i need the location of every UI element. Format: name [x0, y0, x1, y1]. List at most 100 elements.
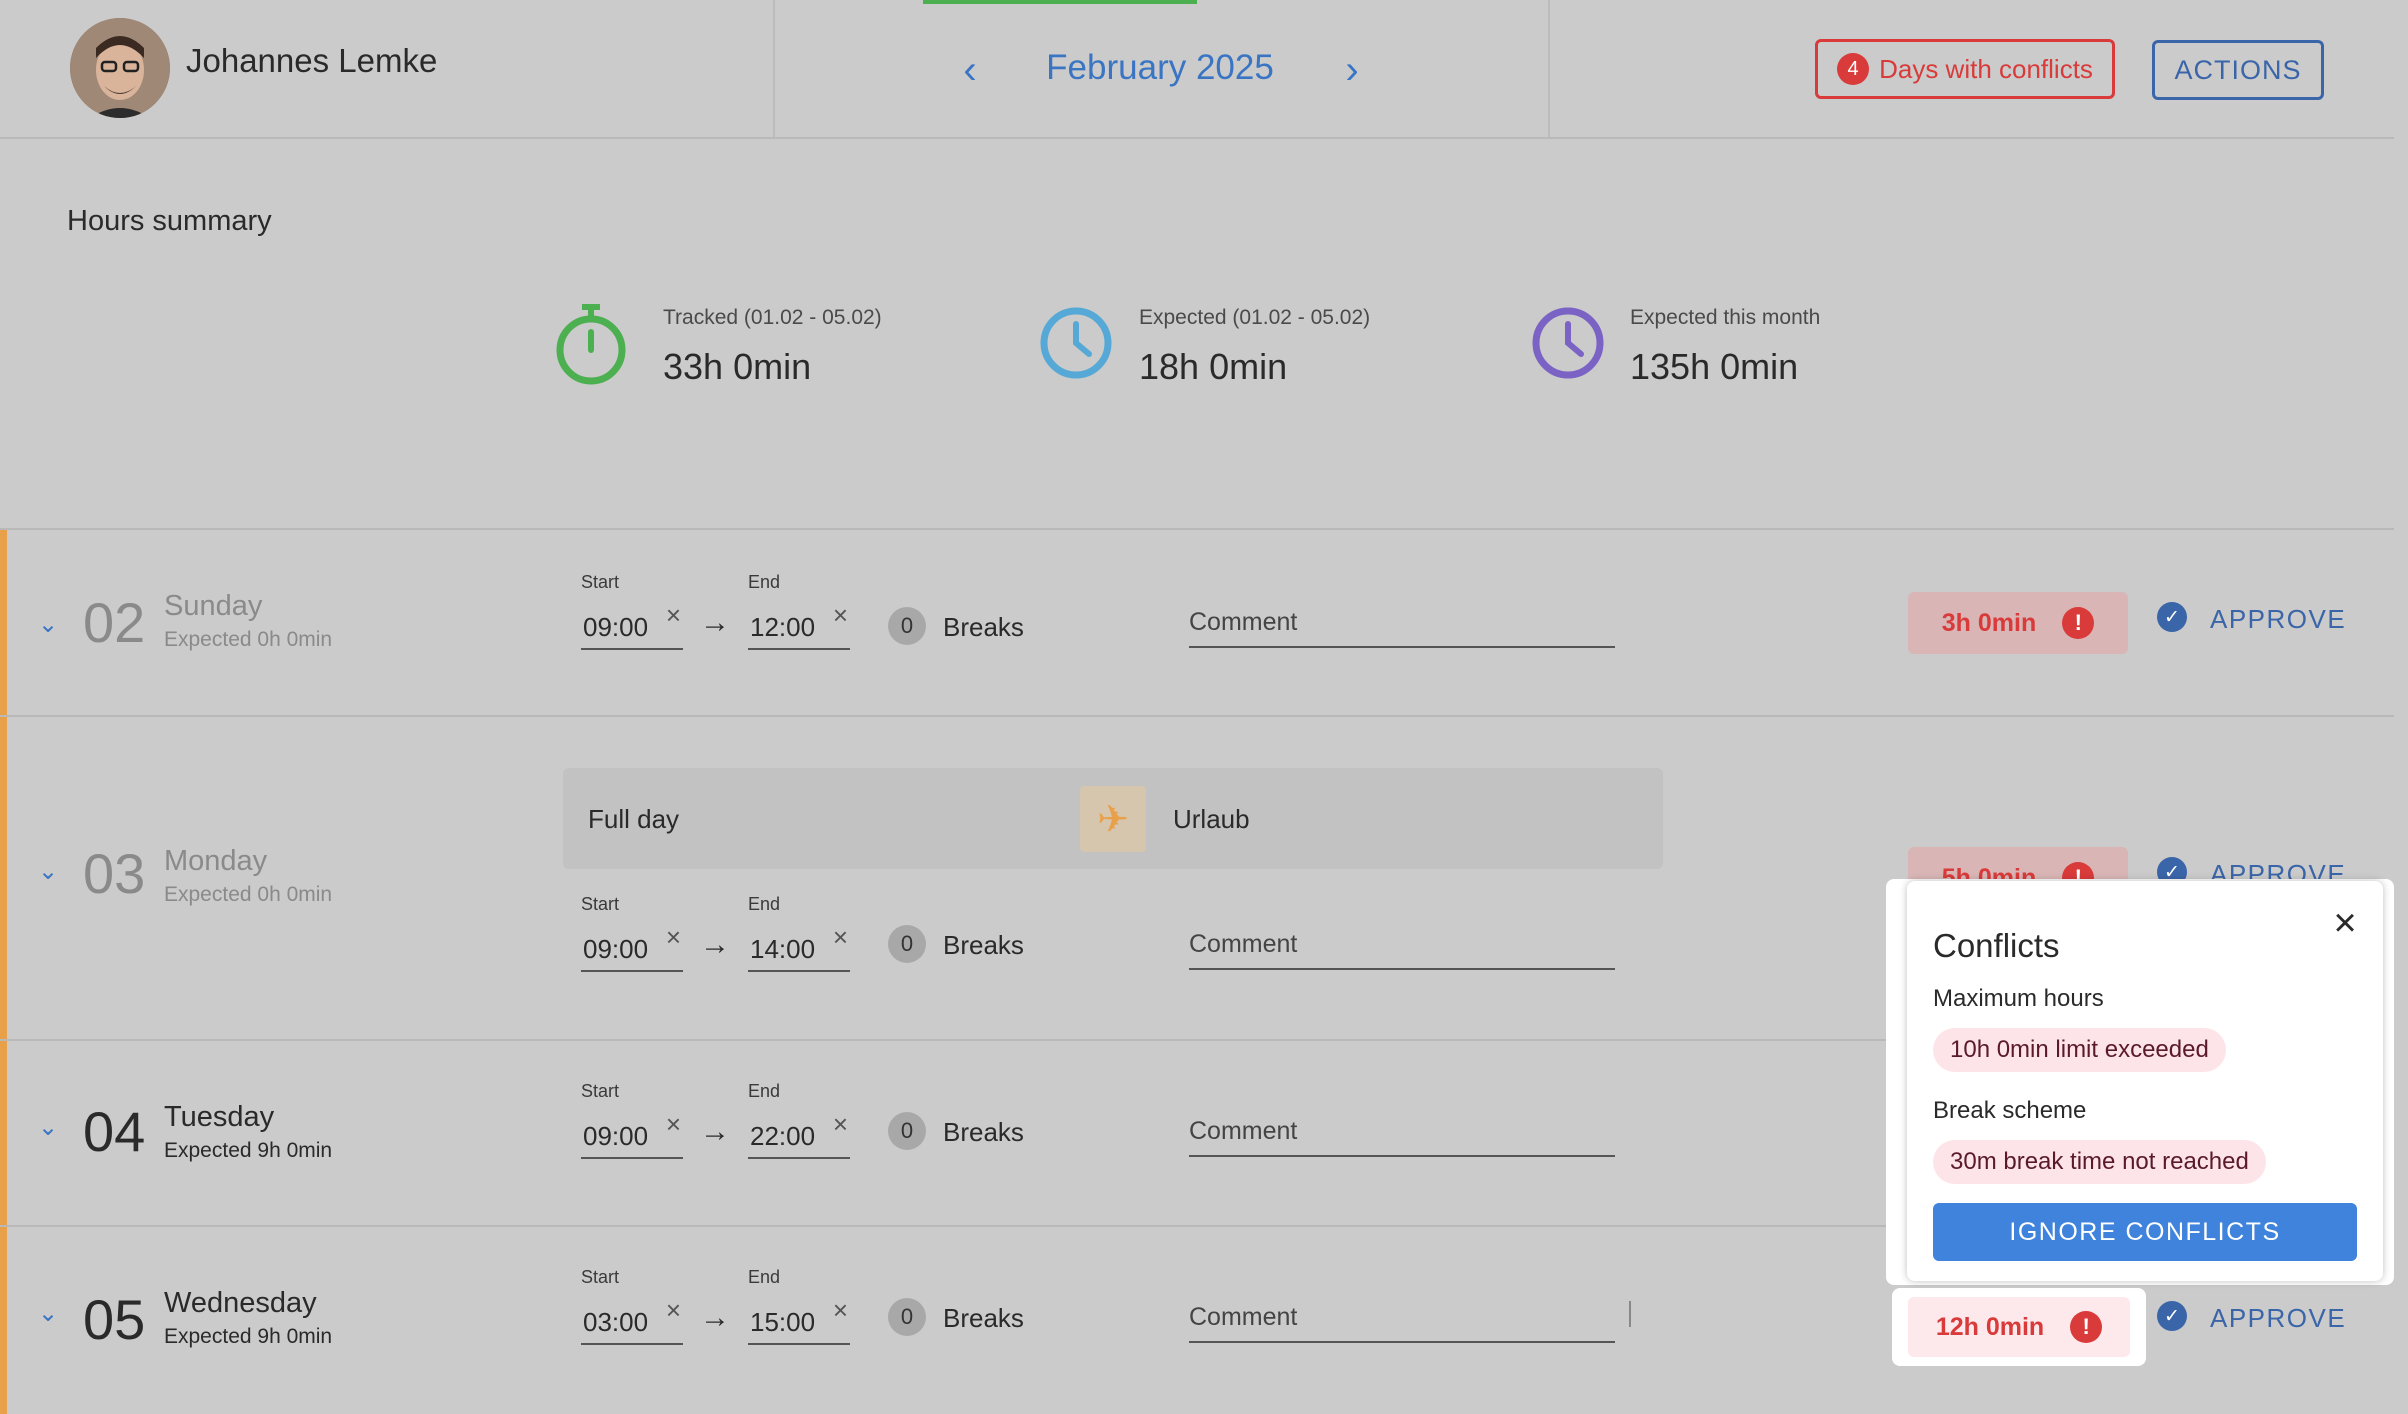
start-label: Start [581, 572, 620, 592]
days-with-conflicts-button[interactable]: 4 Days with conflicts [1815, 39, 2115, 99]
day-number: 04 [83, 1100, 146, 1163]
day-number: 05 [83, 1288, 146, 1351]
check-circle-icon: ✓ [2157, 1301, 2187, 1331]
actions-button[interactable]: ACTIONS [2152, 40, 2324, 100]
tracked-value: 33h 0min [663, 346, 812, 387]
month-label: February 2025 [1046, 48, 1274, 87]
clear-icon[interactable]: × [665, 600, 681, 630]
day-expected: Expected 9h 0min [164, 1139, 333, 1162]
clear-icon[interactable]: × [832, 1295, 848, 1325]
day-row: ⌄ 02 Sunday Expected 0h 0min Start 09:00… [0, 530, 2394, 717]
expected-month-value: 135h 0min [1630, 346, 1799, 387]
header-bar [0, 0, 2394, 139]
comment-input[interactable]: Comment [1189, 1111, 1615, 1157]
start-label: Start [581, 1081, 620, 1101]
end-time-value: 15:00 [750, 1307, 816, 1337]
breaks-count[interactable]: 0 [888, 1112, 926, 1150]
conflicts-count-badge: 4 [1837, 53, 1870, 85]
day-name: Wednesday [164, 1287, 317, 1319]
duration-value: 12h 0min [1935, 1312, 2045, 1341]
start-time-value: 09:00 [583, 612, 649, 642]
clear-icon[interactable]: × [665, 1109, 681, 1139]
breaks-count[interactable]: 0 [888, 1298, 926, 1336]
tracked-label: Tracked (01.02 - 05.02) [663, 306, 882, 329]
breaks-label[interactable]: Breaks [943, 612, 1024, 642]
breaks-label[interactable]: Breaks [943, 930, 1024, 960]
duration-badge[interactable]: 12h 0min ! [1908, 1297, 2130, 1357]
absence-type: Urlaub [1173, 804, 1250, 834]
comment-input[interactable]: Comment [1189, 924, 1615, 970]
day-name: Sunday [164, 590, 263, 622]
alert-icon: ! [2062, 607, 2095, 639]
day-name: Tuesday [164, 1101, 275, 1133]
chevron-down-icon[interactable]: ⌄ [38, 858, 59, 885]
end-time-value: 22:00 [750, 1121, 816, 1151]
day-expected: Expected 9h 0min [164, 1325, 333, 1348]
day-expected: Expected 0h 0min [164, 883, 333, 906]
clear-icon[interactable]: × [832, 922, 848, 952]
row-accent [0, 530, 7, 715]
end-time-input[interactable]: 15:00 × [748, 1295, 850, 1345]
day-row: ⌄ 05 Wednesday Expected 9h 0min Start 03… [0, 1227, 2394, 1414]
row-accent [0, 1227, 7, 1414]
header-divider [773, 0, 775, 137]
start-time-value: 03:00 [583, 1307, 649, 1337]
clear-icon[interactable]: × [832, 1109, 848, 1139]
day-number: 02 [83, 591, 146, 654]
start-time-input[interactable]: 09:00 × [581, 1109, 683, 1159]
approve-button[interactable]: APPROVE [2210, 604, 2347, 634]
chevron-down-icon[interactable]: ⌄ [38, 611, 59, 638]
day-row: ⌄ 03 Monday Expected 0h 0min Start 09:00… [0, 717, 2394, 1041]
conflicts-popup: Conflicts × Maximum hours 10h 0min limit… [1907, 881, 2383, 1281]
breaks-count[interactable]: 0 [888, 925, 926, 963]
expected-range-value: 18h 0min [1139, 346, 1288, 387]
start-label: Start [581, 1267, 620, 1287]
end-time-value: 12:00 [750, 612, 816, 642]
day-name: Monday [164, 845, 268, 877]
end-time-input[interactable]: 22:00 × [748, 1109, 850, 1159]
arrow-right-icon: → [700, 928, 730, 961]
comment-placeholder: Comment [1189, 930, 1298, 958]
end-time-input[interactable]: 12:00 × [748, 600, 850, 650]
chevron-left-icon[interactable]: ‹ [963, 48, 977, 92]
absence-period: Full day [588, 804, 680, 834]
end-label: End [748, 1267, 781, 1287]
duration-badge[interactable]: 3h 0min ! [1908, 592, 2128, 654]
arrow-right-icon: → [700, 606, 730, 639]
start-time-input[interactable]: 09:00 × [581, 600, 683, 650]
breaks-count[interactable]: 0 [888, 607, 926, 645]
comment-placeholder: Comment [1189, 1303, 1298, 1331]
chevron-down-icon[interactable]: ⌄ [38, 1114, 59, 1141]
day-row: ⌄ 04 Tuesday Expected 9h 0min Start 09:0… [0, 1041, 2394, 1227]
start-label: Start [581, 894, 620, 914]
end-time-value: 14:00 [750, 934, 816, 964]
ignore-conflicts-button[interactable]: IGNORE CONFLICTS [1933, 1203, 2357, 1261]
end-label: End [748, 572, 781, 592]
end-label: End [748, 1081, 781, 1101]
clear-icon[interactable]: × [665, 922, 681, 952]
chevron-down-icon[interactable]: ⌄ [38, 1300, 59, 1327]
start-time-value: 09:00 [583, 934, 649, 964]
breaks-label[interactable]: Breaks [943, 1303, 1024, 1333]
breaks-label[interactable]: Breaks [943, 1117, 1024, 1147]
end-time-input[interactable]: 14:00 × [748, 922, 850, 972]
break-scheme-chip: 30m break time not reached [1933, 1140, 2266, 1184]
comment-input[interactable]: Comment [1189, 1297, 1631, 1343]
chevron-right-icon[interactable]: › [1345, 48, 1359, 92]
stopwatch-icon [555, 302, 627, 386]
clear-icon[interactable]: × [665, 1295, 681, 1325]
text-cursor [1629, 1301, 1631, 1327]
end-label: End [748, 894, 781, 914]
expected-range-label: Expected (01.02 - 05.02) [1139, 306, 1371, 329]
start-time-input[interactable]: 03:00 × [581, 1295, 683, 1345]
close-icon[interactable]: × [2333, 901, 2357, 945]
divider [0, 528, 2394, 530]
approve-button[interactable]: APPROVE [2210, 1303, 2347, 1333]
day-number: 03 [83, 842, 146, 905]
clear-icon[interactable]: × [832, 600, 848, 630]
comment-input[interactable]: Comment [1189, 602, 1615, 648]
summary-title: Hours summary [67, 205, 272, 237]
arrow-right-icon: → [700, 1301, 730, 1334]
comment-placeholder: Comment [1189, 608, 1298, 636]
start-time-input[interactable]: 09:00 × [581, 922, 683, 972]
